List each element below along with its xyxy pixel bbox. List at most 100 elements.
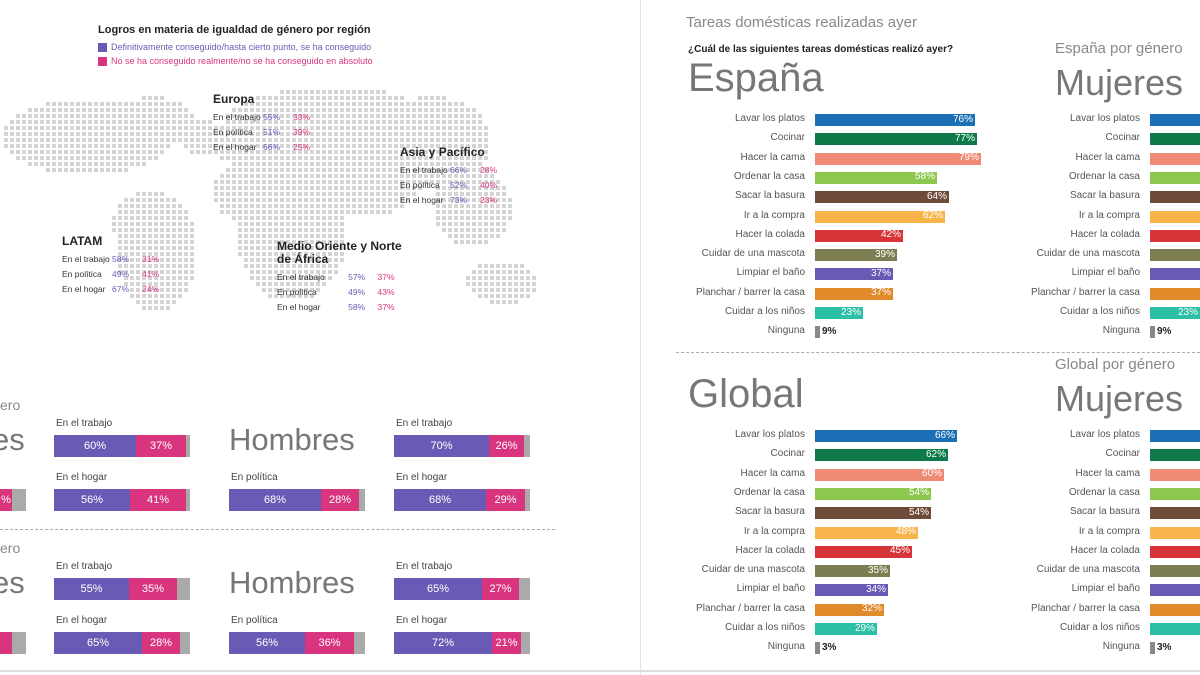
map-dot [256,222,260,226]
map-dot [502,282,506,286]
map-dot [244,240,248,244]
bar-segment-achieved: 68% [394,489,486,511]
map-dot [334,270,338,274]
map-dot [352,156,356,160]
bar-segment-not-achieved: 35% [129,578,177,600]
map-dot [40,156,44,160]
task-label: Sacar la basura [1069,190,1140,202]
map-dot [436,156,440,160]
map-dot [286,108,290,112]
map-dot [334,216,338,220]
map-dot [286,162,290,166]
map-dot [466,282,470,286]
map-dot [268,96,272,100]
map-dot [370,210,374,214]
map-dot [106,114,110,118]
map-dot [508,300,512,304]
map-dot [304,270,308,274]
map-dot [436,198,440,202]
map-dot [478,114,482,118]
map-dot [400,156,404,160]
map-dot [52,102,56,106]
task-value-label: 29% [854,622,875,634]
task-bar [1150,152,1200,165]
map-dot [316,288,320,292]
map-dot [382,156,386,160]
map-dot [280,246,284,250]
map-dot [178,204,182,208]
map-dot [346,108,350,112]
task-label: Sacar la basura [1069,506,1140,518]
map-dot [172,204,176,208]
map-dot [490,210,494,214]
map-dot [172,288,176,292]
map-dot [310,162,314,166]
map-dot [274,138,278,142]
map-dot [502,276,506,280]
map-dot [322,276,326,280]
map-dot [394,120,398,124]
map-dot [316,120,320,124]
map-dot [256,258,260,262]
task-bar [815,268,893,281]
map-dot [502,294,506,298]
map-dot [232,138,236,142]
map-dot [286,252,290,256]
map-dot [262,144,266,148]
region-row: En el trabajo 57% 37% [277,269,407,284]
map-dot [256,108,260,112]
map-dot [88,120,92,124]
map-dot [148,300,152,304]
map-dot [118,240,122,244]
map-dot [178,216,182,220]
map-dot [298,144,302,148]
map-dot [490,228,494,232]
map-dot [298,270,302,274]
map-dot [424,138,428,142]
map-dot [286,288,290,292]
map-dot [388,198,392,202]
map-dot [250,198,254,202]
map-dot [208,126,212,130]
map-dot [292,234,296,238]
map-dot [268,126,272,130]
map-dot [304,174,308,178]
map-dot [178,240,182,244]
map-dot [172,294,176,298]
task-value-label: 76% [952,113,973,125]
map-dot [268,120,272,124]
map-dot [292,228,296,232]
task-bar [1150,191,1200,204]
map-dot [136,102,140,106]
map-dot [346,174,350,178]
map-dot [478,204,482,208]
map-dot [454,198,458,202]
map-dot [412,162,416,166]
task-bar [815,307,863,319]
map-dot [400,132,404,136]
map-dot [322,192,326,196]
map-dot [466,174,470,178]
map-dot [124,258,128,262]
map-dot [160,204,164,208]
map-dot [292,252,296,256]
map-dot [286,150,290,154]
map-dot [268,270,272,274]
map-dot [28,144,32,148]
region-row: En política 49% 43% [277,284,407,299]
map-dot [178,258,182,262]
map-dot [400,120,404,124]
map-dot [118,120,122,124]
map-dot [298,192,302,196]
map-dot [334,192,338,196]
map-dot [64,168,68,172]
map-dot [172,276,176,280]
map-dot [94,144,98,148]
map-dot [280,228,284,232]
task-value-label: 23% [840,306,861,318]
value-achieved: 58% [348,301,366,312]
map-dot [454,102,458,106]
map-dot [172,120,176,124]
map-dot [154,234,158,238]
map-dot [166,258,170,262]
